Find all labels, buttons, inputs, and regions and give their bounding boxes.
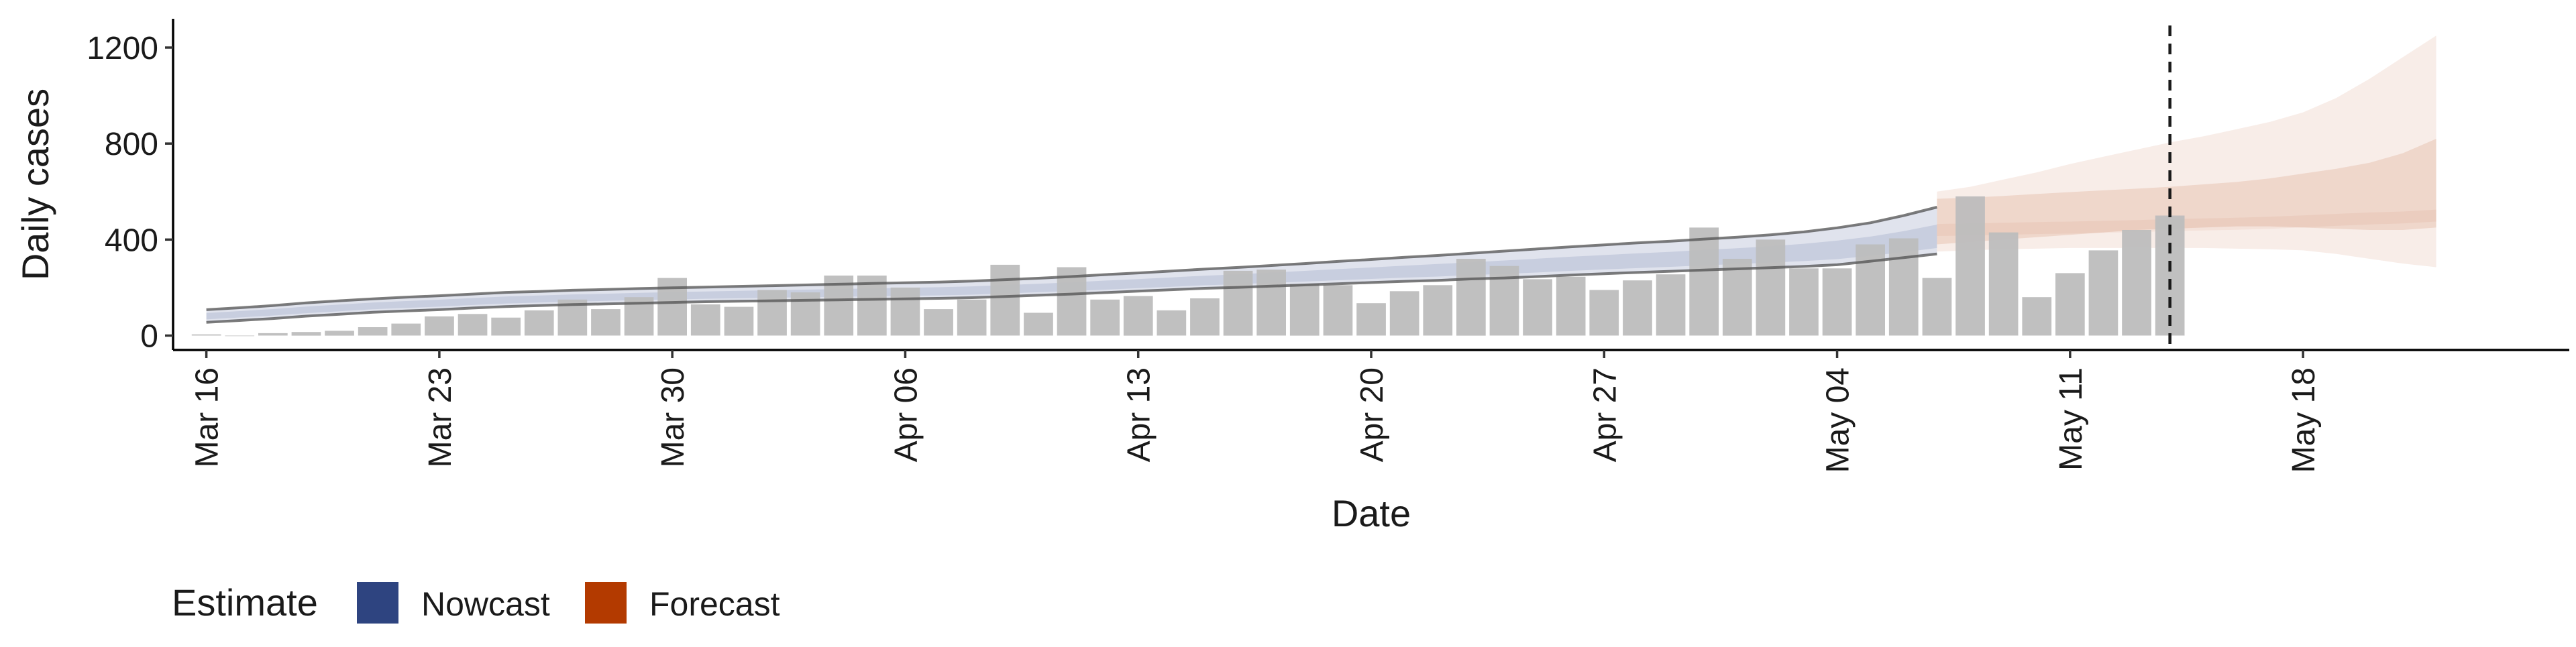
- bar: [258, 333, 288, 336]
- bar: [1157, 310, 1187, 336]
- bar: [2122, 230, 2151, 336]
- bar: [291, 332, 321, 336]
- y-axis-title: Daily cases: [14, 89, 56, 280]
- x-tick-label: Apr 06: [888, 367, 924, 462]
- forecast-outer-band: [1937, 36, 2436, 268]
- x-tick-label: Apr 27: [1587, 367, 1623, 462]
- bar: [1024, 312, 1053, 336]
- nowcast-lower-line: [206, 252, 1937, 324]
- x-tick-label: Mar 30: [655, 367, 691, 467]
- bar: [1190, 298, 1220, 336]
- bar: [1656, 274, 1686, 336]
- bar: [1722, 259, 1752, 336]
- x-tick-label: Apr 13: [1122, 367, 1157, 462]
- bar: [191, 334, 221, 336]
- nowcast-band-group: [206, 207, 1937, 322]
- bar: [1623, 280, 1652, 336]
- bar: [1123, 296, 1153, 336]
- bar: [1888, 238, 1919, 336]
- bar: [591, 309, 621, 336]
- bar: [1589, 290, 1619, 336]
- forecast-inner-band-group: [1937, 139, 2436, 245]
- nowcast-upper-line: [206, 206, 1937, 311]
- bar: [1323, 285, 1353, 336]
- bar: [1789, 268, 1819, 336]
- legend: Estimate Nowcast Forecast: [172, 581, 780, 624]
- x-axis-title: Date: [1332, 492, 1411, 534]
- bar: [491, 317, 521, 336]
- bar: [325, 331, 354, 336]
- bar: [1523, 279, 1552, 336]
- nowcast-outer-band: [206, 207, 1937, 322]
- bar: [1756, 239, 1786, 336]
- forecast-median-band: [1937, 209, 2436, 236]
- bar: [1356, 303, 1386, 336]
- bar: [890, 287, 920, 336]
- legend-key-0: [357, 582, 398, 624]
- bar: [2088, 250, 2118, 336]
- bar: [458, 314, 488, 336]
- bar: [1955, 196, 1985, 336]
- forecast-inner-band: [1937, 139, 2436, 245]
- bar: [924, 309, 953, 336]
- x-tick-label: Apr 20: [1354, 367, 1390, 462]
- bar: [358, 327, 388, 336]
- bar: [1922, 278, 1952, 336]
- legend-label: Forecast: [649, 585, 780, 623]
- bar: [391, 323, 421, 336]
- bar: [1456, 259, 1486, 336]
- bar: [690, 304, 720, 336]
- legend-title: Estimate: [172, 581, 318, 624]
- bar: [1289, 284, 1320, 336]
- bar: [1556, 276, 1586, 336]
- axes-group: 0 400 800 1200 Mar 16 Mar 23 Mar 30 Apr 06 Apr 1…: [14, 19, 2569, 534]
- x-tick-label: May 18: [2286, 367, 2322, 473]
- y-tick-label: 1200: [87, 31, 158, 66]
- y-tick-label: 400: [105, 223, 158, 258]
- bar: [1389, 291, 1419, 336]
- x-tick-label: May 11: [2053, 367, 2089, 471]
- bar: [990, 264, 1020, 336]
- y-tick-label: 0: [140, 319, 158, 355]
- bar: [1856, 244, 1885, 336]
- bar: [1090, 299, 1120, 336]
- bar: [1689, 227, 1719, 336]
- bar: [857, 276, 887, 336]
- bar: [1423, 285, 1453, 336]
- bars-group: [191, 196, 2185, 337]
- x-tick-label: May 04: [1821, 367, 1856, 473]
- bar: [425, 316, 454, 336]
- legend-key-1: [585, 582, 627, 624]
- bar: [524, 310, 554, 336]
- bar: [225, 335, 255, 337]
- bar: [1223, 270, 1253, 336]
- bar: [724, 306, 754, 336]
- bar: [1822, 268, 1852, 336]
- x-tick-label: Mar 23: [423, 367, 458, 467]
- legend-label: Nowcast: [421, 585, 550, 623]
- bar: [2055, 273, 2085, 336]
- bar: [957, 299, 987, 336]
- x-tick-label: Mar 16: [190, 367, 225, 467]
- bar: [757, 290, 787, 336]
- nowcast-inner-band: [206, 225, 1937, 320]
- y-tick-label: 800: [105, 127, 158, 162]
- lines-group: [206, 206, 1937, 324]
- bar: [1256, 270, 1286, 336]
- bar: [1988, 232, 2019, 336]
- bar: [1057, 267, 1087, 336]
- forecast-outer-band-group: [1937, 36, 2436, 268]
- bar: [2022, 297, 2052, 336]
